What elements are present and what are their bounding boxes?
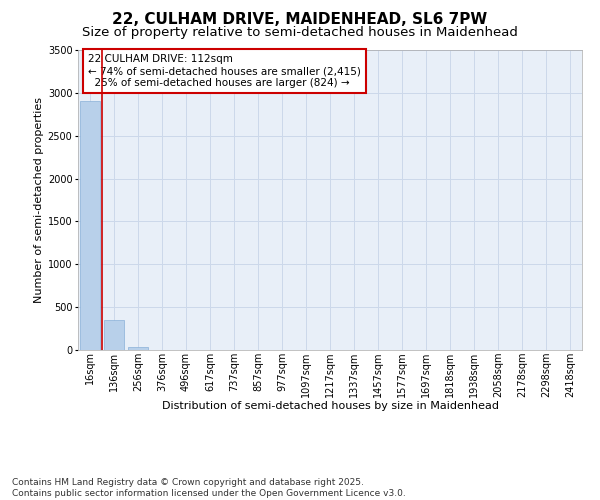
Text: 22 CULHAM DRIVE: 112sqm
← 74% of semi-detached houses are smaller (2,415)
  25% : 22 CULHAM DRIVE: 112sqm ← 74% of semi-de… (88, 54, 361, 88)
X-axis label: Distribution of semi-detached houses by size in Maidenhead: Distribution of semi-detached houses by … (161, 401, 499, 411)
Bar (104, 320, 124, 350)
Text: Size of property relative to semi-detached houses in Maidenhead: Size of property relative to semi-detach… (82, 26, 518, 39)
Bar (128, 348, 148, 350)
Text: Contains HM Land Registry data © Crown copyright and database right 2025.
Contai: Contains HM Land Registry data © Crown c… (12, 478, 406, 498)
Bar (80, 102, 100, 350)
Y-axis label: Number of semi-detached properties: Number of semi-detached properties (34, 97, 44, 303)
Text: 22, CULHAM DRIVE, MAIDENHEAD, SL6 7PW: 22, CULHAM DRIVE, MAIDENHEAD, SL6 7PW (112, 12, 488, 28)
